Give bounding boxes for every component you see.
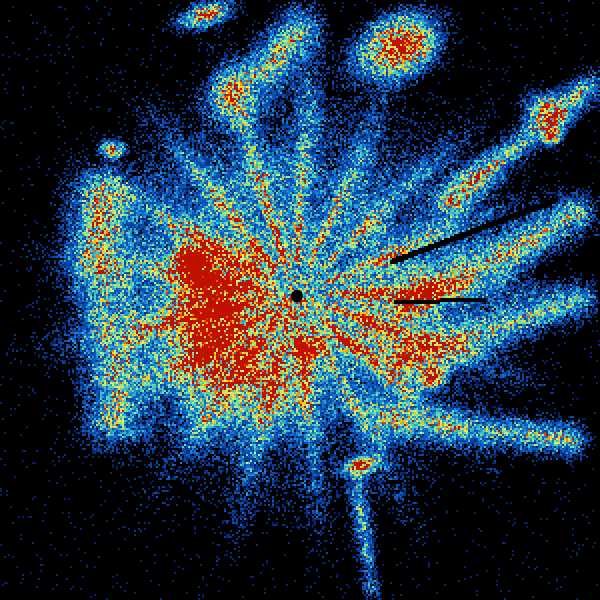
intensity-map-canvas[interactable] xyxy=(0,0,600,600)
image-viewer[interactable] xyxy=(0,0,600,600)
